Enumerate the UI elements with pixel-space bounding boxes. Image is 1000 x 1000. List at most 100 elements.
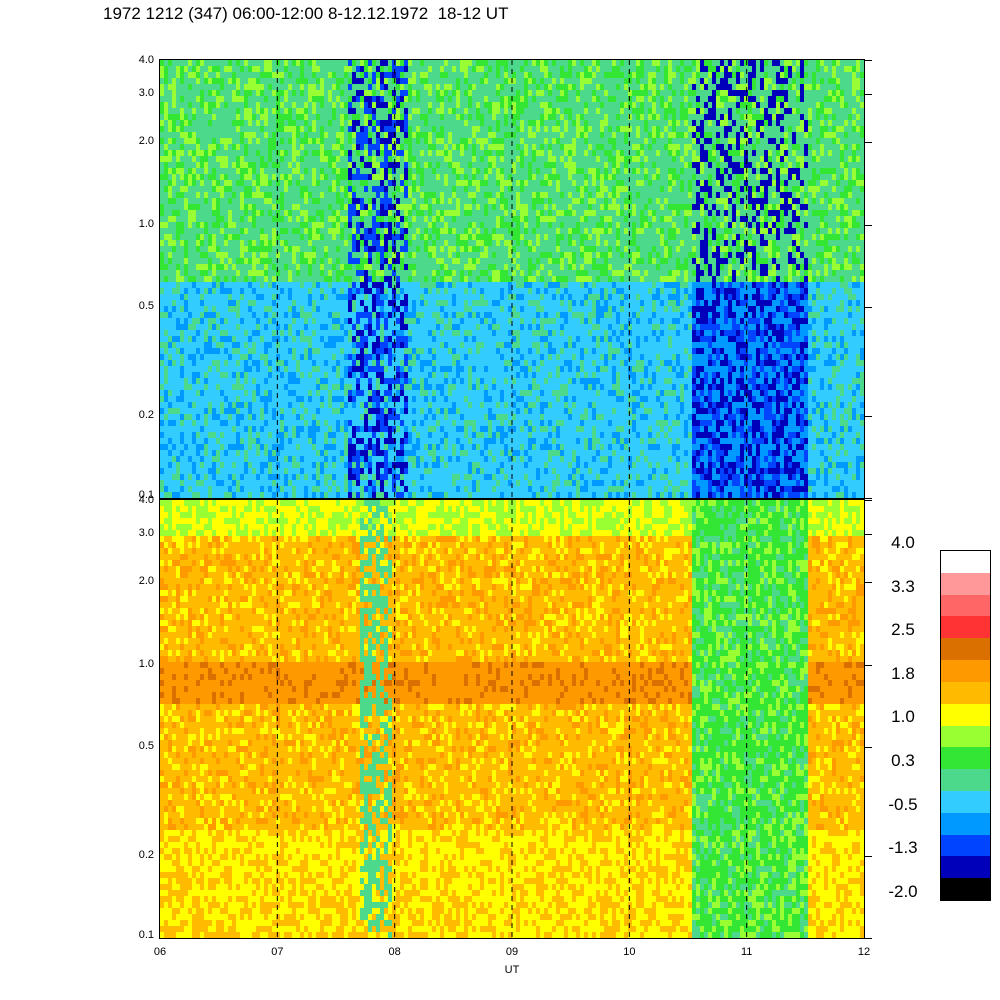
spectrogram-cell [388,354,392,360]
spectrogram-cell [172,372,176,378]
spectrogram-cell [272,372,276,378]
spectrogram-cell [196,480,200,486]
spectrogram-cell [352,138,356,144]
spectrogram-cell [284,300,288,306]
spectrogram-cell [352,66,356,72]
spectrogram-cell [220,456,224,462]
spectrogram-cell [336,102,340,108]
spectrogram-cell [404,234,408,240]
spectrogram-cell [340,390,344,396]
spectrogram-cell [308,288,312,294]
spectrogram-cell [392,348,396,354]
spectrogram-cell [172,66,176,72]
spectrogram-cell [284,312,288,318]
spectrogram-cell [328,138,332,144]
spectrogram-cell [192,240,196,246]
spectrogram-cell [176,240,180,246]
spectrogram-cell [284,156,288,162]
spectrogram-cell [416,492,420,498]
spectrogram-cell [384,318,388,324]
spectrogram-cell [168,192,172,198]
spectrogram-cell [212,300,216,306]
spectrogram-cell [204,438,208,444]
spectrogram-cell [248,132,252,138]
spectrogram-cell [348,270,352,276]
spectrogram-cell [328,270,332,276]
spectrogram-cell [224,318,228,324]
spectrogram-cell [280,264,284,270]
spectrogram-cell [396,126,400,132]
spectrogram-cell [200,354,204,360]
spectrogram-cell [216,60,220,66]
spectrogram-cell [268,198,272,204]
spectrogram-cell [180,108,184,114]
spectrogram-cell [356,318,360,324]
spectrogram-cell [184,192,188,198]
spectrogram-cell [212,252,216,258]
spectrogram-cell [192,66,196,72]
spectrogram-cell [228,240,232,246]
spectrogram-cell [236,246,240,252]
spectrogram-cell [204,240,208,246]
spectrogram-cell [160,186,164,192]
spectrogram-cell [204,276,208,282]
spectrogram-cell [356,384,360,390]
spectrogram-cell [304,102,308,108]
spectrogram-cell [224,324,228,330]
spectrogram-cell [312,162,316,168]
spectrogram-cell [260,336,264,342]
spectrogram-cell [312,402,316,408]
spectrogram-cell [208,210,212,216]
spectrogram-cell [180,444,184,450]
spectrogram-cell [384,354,388,360]
spectrogram-cell [404,246,408,252]
spectrogram-cell [204,480,208,486]
spectrogram-cell [328,150,332,156]
spectrogram-cell [336,378,340,384]
spectrogram-cell [264,90,268,96]
spectrogram-cell [236,336,240,342]
spectrogram-cell [248,396,252,402]
spectrogram-cell [388,108,392,114]
spectrogram-cell [264,132,268,138]
spectrogram-cell [304,258,308,264]
spectrogram-cell [412,462,416,468]
spectrogram-cell [320,300,324,306]
spectrogram-cell [272,324,276,330]
spectrogram-cell [208,360,212,366]
spectrogram-cell [412,306,416,312]
spectrogram-cell [164,300,168,306]
spectrogram-cell [268,342,272,348]
spectrogram-cell [228,306,232,312]
spectrogram-cell [240,282,244,288]
spectrogram-cell [384,294,388,300]
spectrogram-cell [300,408,304,414]
spectrogram-cell [264,168,268,174]
spectrogram-cell [192,144,196,150]
spectrogram-cell [432,186,436,192]
spectrogram-cell [204,168,208,174]
spectrogram-cell [372,162,376,168]
spectrogram-cell [208,414,212,420]
spectrogram-cell [388,438,392,444]
spectrogram-cell [292,204,296,210]
spectrogram-cell [384,270,388,276]
spectrogram-cell [388,372,392,378]
spectrogram-cell [196,492,200,498]
spectrogram-cell [272,450,276,456]
spectrogram-cell [404,162,408,168]
spectrogram-cell [284,294,288,300]
spectrogram-cell [348,114,352,120]
spectrogram-cell [324,378,328,384]
spectrogram-cell [232,360,236,366]
spectrogram-cell [224,294,228,300]
spectrogram-cell [272,456,276,462]
spectrogram-cell [364,114,368,120]
spectrogram-cell [276,474,280,480]
spectrogram-cell [252,336,256,342]
spectrogram-cell [412,120,416,126]
spectrogram-cell [252,126,256,132]
spectrogram-cell [352,108,356,114]
spectrogram-cell [300,282,304,288]
spectrogram-cell [328,492,332,498]
